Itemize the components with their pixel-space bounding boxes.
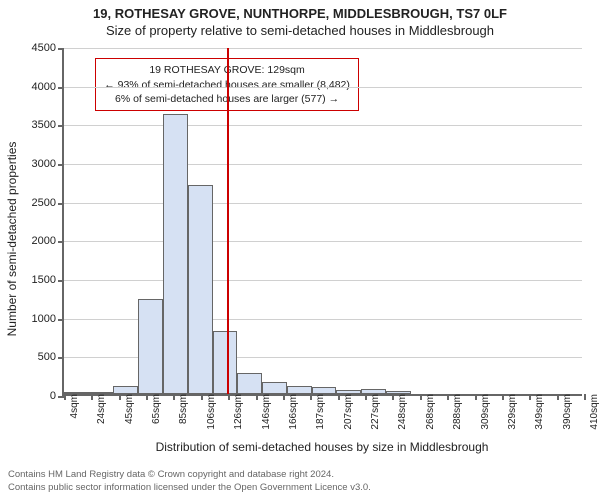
y-tick-label: 4500: [32, 42, 64, 54]
x-tick-label: 126sqm: [228, 394, 244, 430]
grid-line: [64, 241, 582, 242]
histogram-bar: [237, 373, 262, 394]
x-tick-label: 329sqm: [502, 394, 518, 430]
histogram-bar: [287, 386, 312, 395]
y-tick-label: 3500: [32, 119, 64, 131]
x-tick-label: 166sqm: [283, 394, 299, 430]
reference-line: [227, 48, 229, 394]
x-tick-label: 106sqm: [201, 394, 217, 430]
x-tick-label: 85sqm: [173, 394, 189, 424]
x-tick-label: 207sqm: [338, 394, 354, 430]
x-tick-label: 390sqm: [557, 394, 573, 430]
x-tick-label: 4sqm: [64, 394, 80, 418]
y-axis-title: Number of semi-detached properties: [5, 142, 19, 337]
grid-line: [64, 48, 582, 49]
chart-subtitle: Size of property relative to semi-detach…: [0, 23, 600, 38]
chart-title-block: 19, ROTHESAY GROVE, NUNTHORPE, MIDDLESBR…: [0, 0, 600, 38]
histogram-bar: [113, 386, 138, 395]
x-tick-label: 24sqm: [91, 394, 107, 424]
x-tick-label: 45sqm: [119, 394, 135, 424]
grid-line: [64, 125, 582, 126]
y-tick-label: 1500: [32, 274, 64, 286]
chart-area: Number of semi-detached properties 19 RO…: [0, 40, 600, 438]
grid-line: [64, 87, 582, 88]
y-tick-label: 4000: [32, 81, 64, 93]
y-tick-label: 1000: [32, 313, 64, 325]
plot-area: 19 ROTHESAY GROVE: 129sqm← 93% of semi-d…: [62, 48, 582, 396]
grid-line: [64, 203, 582, 204]
x-tick-label: 187sqm: [310, 394, 326, 430]
x-tick-label: 309sqm: [475, 394, 491, 430]
x-tick-label: 268sqm: [420, 394, 436, 430]
grid-line: [64, 164, 582, 165]
x-tick-label: 146sqm: [256, 394, 272, 430]
footer-line: Contains public sector information licen…: [8, 482, 371, 494]
histogram-bar: [138, 299, 163, 394]
y-tick-label: 500: [38, 351, 64, 363]
y-tick-label: 0: [50, 390, 64, 402]
histogram-bar: [213, 331, 238, 394]
x-tick-label: 288sqm: [447, 394, 463, 430]
histogram-bar: [188, 185, 213, 394]
x-axis-title: Distribution of semi-detached houses by …: [62, 440, 582, 454]
y-tick-label: 2500: [32, 197, 64, 209]
histogram-bar: [262, 382, 287, 394]
x-tick-label: 410sqm: [584, 394, 600, 430]
y-tick-label: 3000: [32, 158, 64, 170]
footer-line: Contains HM Land Registry data © Crown c…: [8, 469, 371, 481]
x-tick-label: 65sqm: [146, 394, 162, 424]
footer-attribution: Contains HM Land Registry data © Crown c…: [8, 469, 371, 494]
chart-title: 19, ROTHESAY GROVE, NUNTHORPE, MIDDLESBR…: [0, 6, 600, 21]
grid-line: [64, 280, 582, 281]
x-tick-label: 248sqm: [392, 394, 408, 430]
histogram-bar: [163, 114, 188, 394]
y-tick-label: 2000: [32, 235, 64, 247]
histogram-bar: [312, 387, 337, 394]
x-tick-label: 349sqm: [529, 394, 545, 430]
x-tick-label: 227sqm: [365, 394, 381, 430]
